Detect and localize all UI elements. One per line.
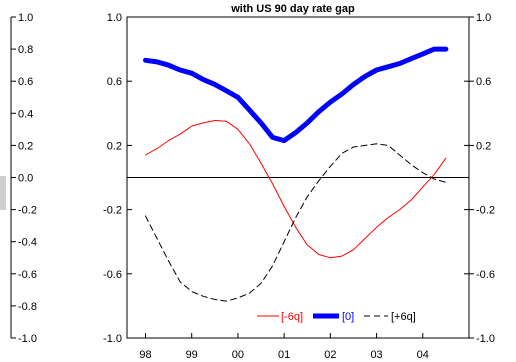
legend-label-1: [0]: [342, 311, 354, 323]
chart-title: with US 90 day rate gap: [230, 3, 355, 15]
plot-left-axis: 1.0 0.6 0.2 -0.2 -0.6 -1.0: [103, 12, 132, 345]
left-axis-tick-label: -0.6: [18, 269, 37, 281]
right-axis: 1.0 0.6 0.2 -0.2 -0.6 -1.0: [464, 12, 495, 345]
left-axis-tick-label: -0.4: [18, 237, 37, 249]
plot-left-tick-label: 0.2: [107, 140, 122, 152]
right-axis-tick-label: -0.6: [476, 269, 495, 281]
left-axis-tick-label: 1.0: [18, 12, 33, 24]
left-axis-tick-label: 0.2: [18, 140, 33, 152]
left-axis-tick-label: 0.0: [18, 173, 33, 185]
right-axis-tick-label: 0.2: [476, 140, 491, 152]
x-axis-tick-label: 03: [370, 349, 382, 361]
series-lines: [143, 46, 449, 302]
x-axis-tick-label: 02: [324, 349, 336, 361]
x-axis: 98 99 00 01 02 03 04: [139, 333, 429, 361]
x-axis-tick-label: 01: [278, 349, 290, 361]
plot-left-tick-label: -0.6: [103, 269, 122, 281]
right-axis-tick-label: 0.6: [476, 76, 491, 88]
x-axis-tick-label: 04: [417, 349, 429, 361]
left-axis-tick-label: -0.8: [18, 301, 37, 313]
x-axis-tick-label: 00: [232, 349, 244, 361]
series-line-0: [145, 120, 447, 259]
x-axis-tick-label: 99: [186, 349, 198, 361]
x-axis-tick-label: 98: [139, 349, 151, 361]
plot-left-tick-label: -1.0: [103, 333, 122, 345]
right-axis-tick-label: -1.0: [476, 333, 495, 345]
legend-label-0: [-6q]: [281, 311, 303, 323]
plot-frame: [126, 16, 470, 339]
series-line-2: [145, 143, 447, 302]
right-axis-tick-label: -0.2: [476, 205, 495, 217]
left-axis-tick-label: 0.8: [18, 44, 33, 56]
left-axis: 1.0 0.8 0.6 0.4 0.2 0.0 -0.2 -0.4 -0.6 -0.8 -1.0: [10, 12, 37, 345]
series-line-1: [143, 46, 449, 144]
left-axis-tick-label: -1.0: [18, 333, 37, 345]
crop-artifact: [0, 176, 6, 210]
right-axis-tick-label: 1.0: [476, 12, 491, 24]
legend: [-6q] [0] [+6q]: [257, 311, 416, 323]
plot-left-tick-label: 1.0: [107, 12, 122, 24]
left-axis-tick-label: 0.4: [18, 108, 33, 120]
left-axis-tick-label: -0.2: [18, 205, 37, 217]
plot-left-tick-label: -0.2: [103, 205, 122, 217]
legend-label-2: [+6q]: [391, 311, 416, 323]
left-axis-tick-label: 0.6: [18, 76, 33, 88]
plot-left-tick-label: 0.6: [107, 76, 122, 88]
